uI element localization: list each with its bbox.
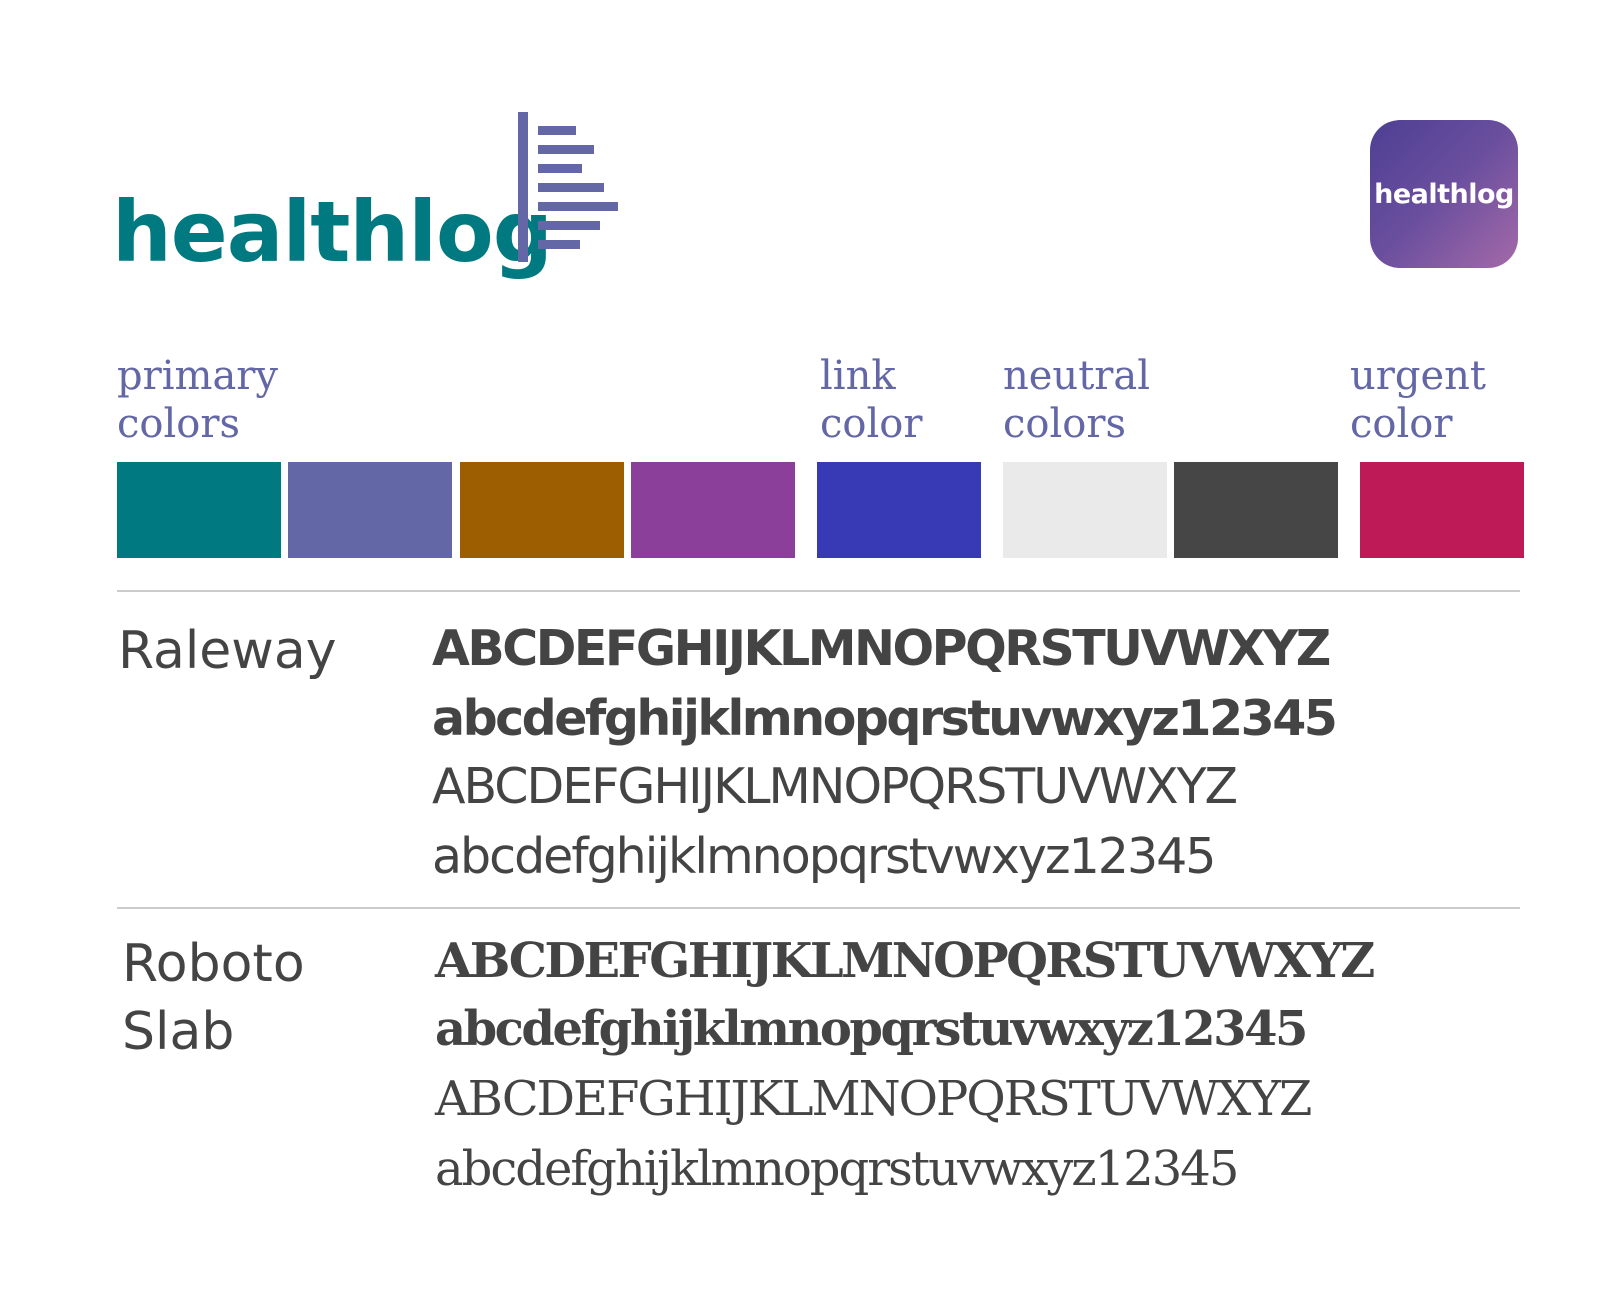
link-color-label: link color — [820, 352, 922, 448]
neutral-colors-label: neutral colors — [1003, 352, 1150, 448]
roboto-slab-regular-lowercase: abcdefghijklmnopqrstuvwxyz12345 — [435, 1141, 1239, 1197]
neutral-colors-label-line2: colors — [1003, 401, 1127, 447]
roboto-slab-regular-uppercase: ABCDEFGHIJKLMNOPQRSTUVWXYZ — [435, 1071, 1312, 1127]
urgent-color-label-line1: urgent — [1350, 353, 1486, 399]
primary-colors-label-line2: colors — [117, 401, 241, 447]
font-name-roboto-slab-line2: Slab — [122, 1002, 235, 1062]
swatch-primary-teal — [117, 462, 281, 558]
primary-colors-label: primary colors — [117, 352, 278, 448]
app-icon: healthlog — [1370, 120, 1518, 268]
urgent-color-label: urgent color — [1350, 352, 1486, 448]
neutral-colors-label-line1: neutral — [1003, 353, 1151, 399]
primary-colors-label-line1: primary — [117, 353, 279, 399]
font-name-roboto-slab: Roboto Slab — [122, 930, 305, 1066]
raleway-regular-uppercase: ABCDEFGHIJKLMNOPQRSTUVWXYZ — [432, 758, 1238, 815]
raleway-regular-lowercase: abcdefghijklmnopqrstvwxyz12345 — [432, 828, 1216, 885]
font-name-raleway: Raleway — [118, 617, 336, 685]
swatch-primary-purple — [631, 462, 795, 558]
raleway-bold-uppercase: ABCDEFGHIJKLMNOPQRSTUVWXYZ — [432, 620, 1331, 677]
swatch-neutral-light — [1003, 462, 1167, 558]
app-icon-label: healthlog — [1374, 178, 1514, 210]
swatch-primary-amber — [460, 462, 624, 558]
roboto-slab-bold-uppercase: ABCDEFGHIJKLMNOPQRSTUVWXYZ — [435, 933, 1375, 989]
urgent-color-label-line2: color — [1350, 401, 1453, 447]
swatch-primary-indigo — [288, 462, 452, 558]
swatch-urgent-red — [1360, 462, 1524, 558]
divider-top — [117, 590, 1520, 592]
font-name-raleway-line1: Raleway — [118, 621, 337, 681]
healthlog-logo: healthlog — [112, 112, 632, 292]
roboto-slab-bold-lowercase: abcdefghijklmnopqrstuvwxyz12345 — [435, 1001, 1308, 1057]
divider-middle — [117, 907, 1520, 909]
link-color-label-line1: link — [820, 353, 896, 399]
link-color-label-line2: color — [820, 401, 923, 447]
bar-list-icon — [518, 112, 618, 262]
font-name-roboto-slab-line1: Roboto — [122, 934, 305, 994]
logo-wordmark: healthlog — [112, 183, 553, 281]
swatch-link-blue — [817, 462, 981, 558]
raleway-bold-lowercase: abcdefghijklmnopqrstuvwxyz12345 — [432, 690, 1338, 747]
swatch-neutral-dark — [1174, 462, 1338, 558]
